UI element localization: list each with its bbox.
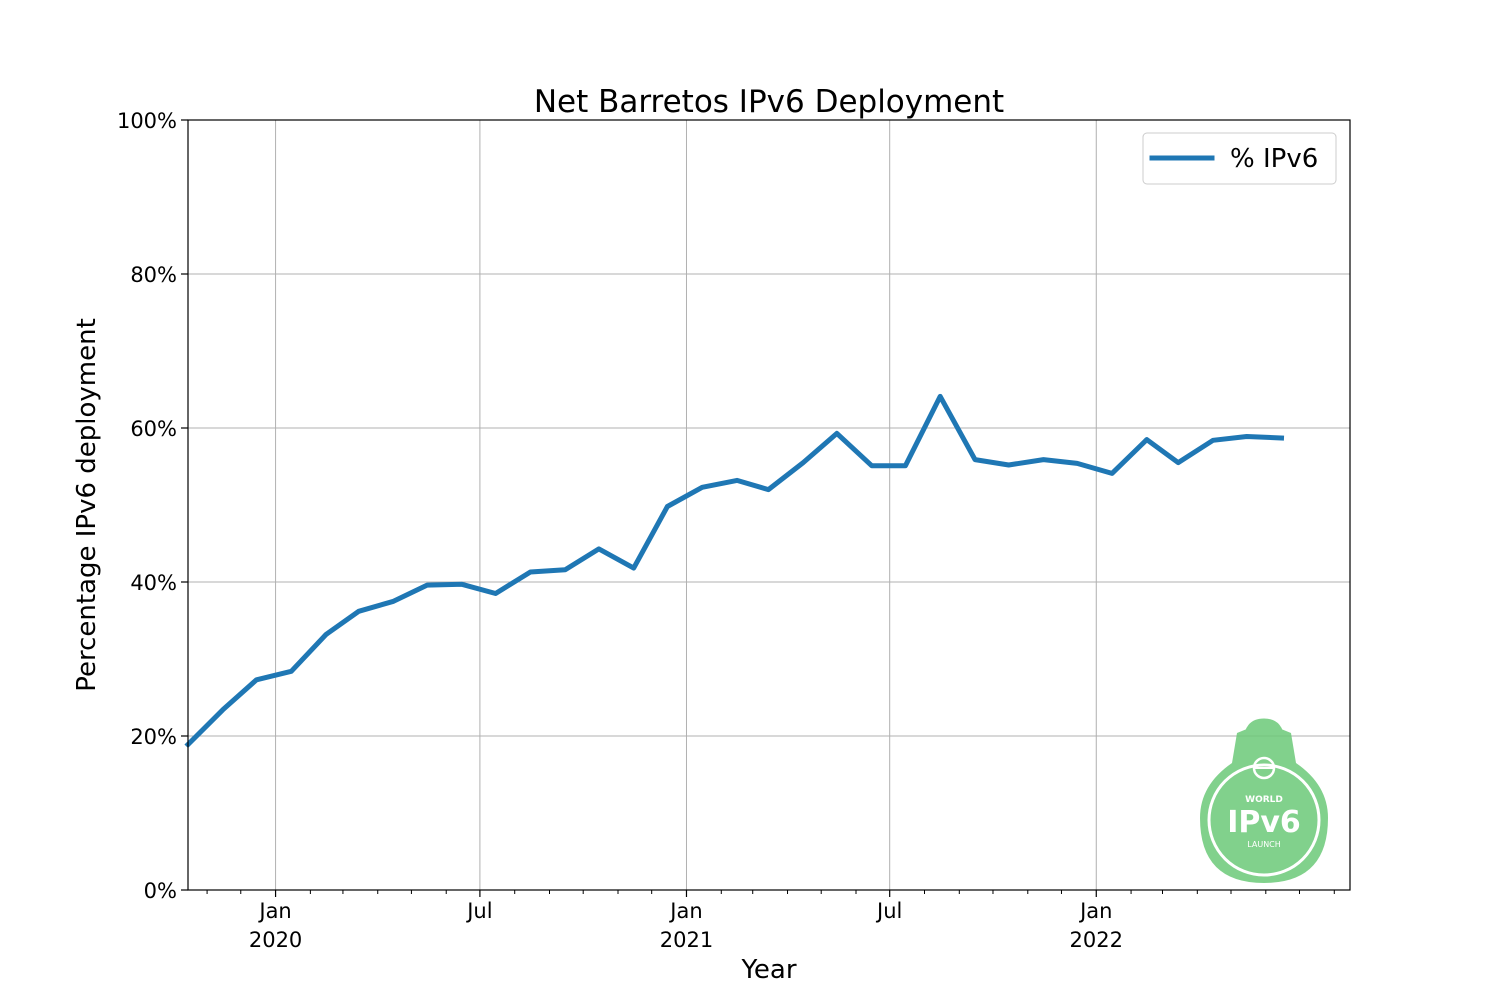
series-point [565,569,566,570]
series-point [326,634,327,635]
series-line-0 [184,393,1285,749]
legend: % IPv6 [1142,132,1337,185]
series-point [940,396,941,397]
series-point [737,480,738,481]
y-tick-label: 40% [130,571,177,595]
chart-title: Net Barretos IPv6 Deployment [534,84,1004,120]
x-tick-year-label: 2020 [249,928,302,952]
logo-launch-text: LAUNCH [1247,840,1281,849]
ipv6-launch-logo-watermark: WORLD IPv6 LAUNCH [1200,718,1328,883]
x-tick-year-label: 2022 [1070,928,1123,952]
series-point [975,459,976,460]
x-tick-label: Jan [668,899,702,923]
series-point [256,679,257,680]
series-point [530,572,531,573]
series-point [1146,439,1147,440]
x-tick-year-label: 2021 [660,928,713,952]
series-point [1281,438,1282,439]
series-point [598,548,599,549]
logo-tag-body [1200,722,1328,883]
series-point [633,568,634,569]
x-axis-label: Year [740,955,796,985]
series-point [495,593,496,594]
y-tick-label: 100% [117,109,177,133]
y-tick-label: 80% [130,263,177,287]
series-point [1043,459,1044,460]
series-point [836,433,837,434]
y-axis-label: Percentage IPv6 deployment [72,318,102,692]
logo-ipv6-text: IPv6 [1227,805,1301,840]
series-point [1112,473,1113,474]
x-tick-label: Jan [1078,899,1112,923]
y-tick-label: 60% [130,417,177,441]
series-point [768,489,769,490]
series-point [1246,436,1247,437]
series-point [1178,462,1179,463]
series-point [461,584,462,585]
series-point [667,506,668,507]
x-tick-label: Jul [875,899,902,923]
series-point [1008,465,1009,466]
y-tick-label: 20% [130,725,177,749]
series-point [871,465,872,466]
series-point [358,611,359,612]
legend-box [1142,132,1337,185]
plot-frame [187,119,1351,891]
series-point [905,465,906,466]
axis-ticks: 0% 20% 40% 60% 80% 100% Jan 2020 Jul Jan 2021 Jul Ja… [117,109,1335,952]
legend-label: % IPv6 [1230,144,1318,174]
grid [188,120,1350,890]
logo-world-text: WORLD [1245,795,1283,805]
y-tick-label: 0% [144,879,177,903]
series-point [291,671,292,672]
series-point [222,709,223,710]
series-point [427,585,428,586]
series-point [803,462,804,463]
x-tick-label: Jan [257,899,291,923]
logo-inner-ring [1207,763,1321,877]
x-tick-label: Jul [465,899,492,923]
series-point [1213,440,1214,441]
series-point [1077,463,1078,464]
series-layer [184,393,1285,749]
series-point [393,601,394,602]
series-point [702,487,703,488]
